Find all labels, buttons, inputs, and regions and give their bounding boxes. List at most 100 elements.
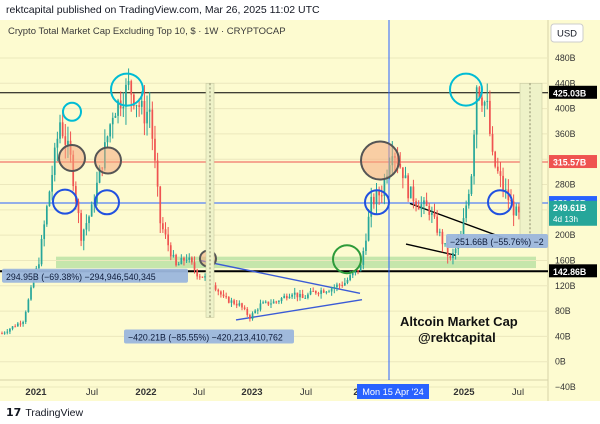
candle-body <box>441 231 444 245</box>
candle-body <box>351 272 354 276</box>
candle-body <box>515 206 518 216</box>
candle-body <box>114 115 117 118</box>
candle-body <box>378 191 380 196</box>
candle-body <box>491 133 494 152</box>
candle-body <box>22 322 24 324</box>
current-price-label: 249.61B <box>553 203 586 213</box>
candle-body <box>333 287 336 289</box>
candle-body <box>85 223 88 230</box>
candle-body <box>317 293 320 295</box>
usd-button[interactable]: USD <box>550 23 584 43</box>
candle-body <box>130 81 133 95</box>
candle-body <box>198 276 201 278</box>
candle-body <box>343 282 346 286</box>
y-tick-label: 120B <box>555 281 576 291</box>
candle-body <box>444 243 446 245</box>
candle-body <box>140 101 143 107</box>
candle-body <box>283 295 286 299</box>
candle-body <box>127 81 130 85</box>
candle-body <box>285 295 288 299</box>
x-tick-label: Jul <box>193 387 205 398</box>
y-tick-label: 400B <box>555 104 576 114</box>
candle-body <box>383 178 386 196</box>
date-marker-label: Mon 15 Apr '24 <box>362 387 424 397</box>
candle-body <box>372 196 375 205</box>
candlestick-chart[interactable]: −420.21B (−85.55%) −420,213,410,762 294.9… <box>0 20 600 401</box>
candle-body <box>470 176 473 194</box>
candle-body <box>270 303 272 305</box>
candle-body <box>227 296 230 303</box>
candle-body <box>59 122 61 139</box>
candle-body <box>225 296 228 298</box>
drawdown-2025-label-bg <box>446 234 548 249</box>
candle-body <box>143 101 146 124</box>
candle-body <box>449 255 452 259</box>
candle-body <box>246 308 249 315</box>
candle-body <box>82 229 85 241</box>
candle-body <box>185 259 188 261</box>
usd-label: USD <box>557 29 577 40</box>
candle-body <box>417 205 420 210</box>
candle-body <box>328 291 330 293</box>
candle-body <box>291 294 293 297</box>
candle-body <box>325 291 328 293</box>
tradingview-logo[interactable]: 17 TradingView <box>6 406 83 419</box>
x-tick-label: Jul <box>86 387 98 398</box>
circle-cyan-2021a <box>62 101 82 122</box>
candle-body <box>233 300 235 304</box>
candle-body <box>204 276 206 278</box>
candle-body <box>169 245 172 257</box>
candle-body <box>481 97 483 106</box>
candle-body <box>9 328 11 332</box>
candle-body <box>375 191 378 205</box>
chart-area[interactable]: −420.21B (−85.55%) −420,213,410,762 294.9… <box>0 20 600 401</box>
candle-body <box>251 313 254 319</box>
circle-blue-2025 <box>487 189 513 216</box>
candle-body <box>64 136 67 145</box>
candle-body <box>314 290 317 294</box>
candle-body <box>502 175 504 190</box>
x-tick-label: 2 <box>353 387 358 398</box>
level-tag: 315.57B <box>553 158 586 168</box>
candle-body <box>275 301 278 303</box>
circle-peach-2021b <box>94 146 122 175</box>
candle-body <box>111 117 114 125</box>
candle-body <box>278 301 280 303</box>
candle-body <box>154 138 156 161</box>
candle-body <box>349 275 351 280</box>
time-axis: 2021 Jul 2022 Jul 2023 Jul 2 2025 Jul Mon 15 Apr … <box>25 384 524 399</box>
grid-lines <box>0 57 548 388</box>
candle-body <box>475 87 478 135</box>
candle-body <box>40 238 43 265</box>
candle-body <box>296 292 299 298</box>
candle-body <box>43 224 46 239</box>
candle-body <box>3 332 6 334</box>
level-tag: 142.86B <box>553 267 586 277</box>
candle-body <box>312 290 315 292</box>
x-tick-label: Jul <box>300 387 312 398</box>
candle-body <box>51 174 53 192</box>
candle-body <box>235 303 238 306</box>
candle-body <box>320 290 322 294</box>
candle-body <box>74 186 77 202</box>
candle-body <box>399 163 402 168</box>
drawdown-2022-label: −420.21B (−85.55%) −420,213,410,762 <box>128 333 283 343</box>
candle-body <box>454 248 457 253</box>
candle-body <box>307 294 309 298</box>
candle-body <box>299 293 301 298</box>
x-tick-label: Jul <box>512 387 524 398</box>
candle-body <box>428 205 431 215</box>
candle-body <box>504 189 507 191</box>
circle-blue-2021b <box>94 189 120 216</box>
x-tick-label: 2025 <box>453 387 475 398</box>
candle-body <box>262 302 264 304</box>
candle-body <box>473 134 475 177</box>
x-tick-label: 2022 <box>135 387 156 398</box>
candle-body <box>338 284 341 286</box>
candle-body <box>14 326 17 328</box>
candle-body <box>483 102 486 106</box>
candle-body <box>341 284 344 286</box>
candle-body <box>367 216 370 241</box>
candle-body <box>175 254 177 266</box>
y-tick-label: −40B <box>555 382 576 392</box>
